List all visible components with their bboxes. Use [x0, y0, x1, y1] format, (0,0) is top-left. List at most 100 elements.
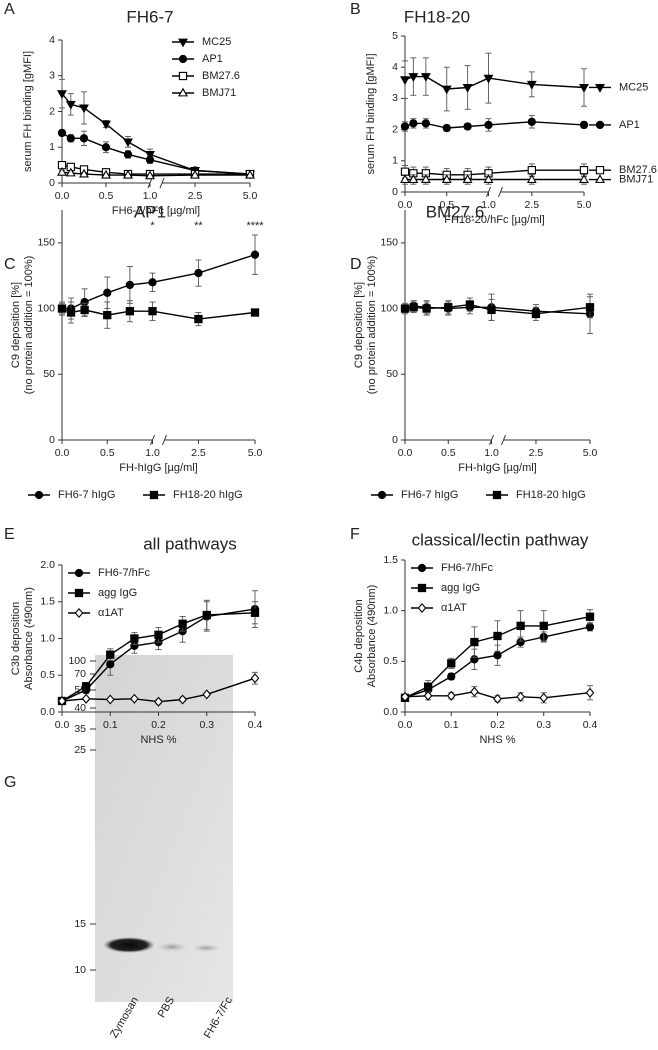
data-point	[81, 682, 91, 691]
series-line	[61, 93, 251, 175]
data-point	[446, 690, 456, 701]
y-tick-label: 100	[37, 302, 55, 314]
data-point	[194, 314, 203, 324]
x-axis-label: NHS %	[140, 734, 176, 746]
x-tick-label: 1.0	[481, 199, 496, 211]
data-point	[148, 278, 157, 287]
legend-marker	[74, 607, 84, 619]
x-tick-label: 0.0	[55, 447, 70, 459]
legend-label: agg IgG	[98, 587, 137, 599]
x-tick-label: 0.2	[151, 719, 166, 731]
legend-marker	[417, 583, 427, 593]
legend-label: BMJ71	[202, 87, 236, 99]
data-point	[154, 630, 163, 639]
x-tick-label: 0.1	[444, 719, 459, 731]
legend-marker	[74, 588, 84, 598]
data-point	[531, 309, 541, 318]
data-point	[148, 307, 157, 316]
x-tick-label: 0.2	[490, 719, 505, 731]
data-point	[57, 695, 67, 707]
y-tick-label: 0	[392, 186, 398, 198]
data-point	[105, 694, 115, 705]
data-point	[470, 637, 479, 647]
data-point	[400, 122, 410, 131]
y-tick-label: 50	[43, 368, 55, 380]
data-point	[470, 686, 479, 697]
data-point	[250, 250, 260, 259]
x-tick-label: 0.1	[103, 719, 118, 731]
data-point	[250, 673, 260, 684]
axis-break	[162, 434, 167, 446]
y-tick-label: 1.0	[383, 604, 398, 616]
data-point	[442, 123, 451, 133]
x-tick-label: 0.0	[398, 199, 413, 211]
legend-marker	[178, 38, 188, 48]
chart-title: FH6-7	[126, 7, 173, 26]
y-axis-label: (no protein addition = 100%)	[366, 256, 378, 395]
legend-marker	[178, 54, 188, 64]
y-tick-label: 0	[49, 434, 55, 446]
data-point	[493, 631, 502, 641]
legend-label: FH6-7/hFc	[441, 562, 493, 574]
x-tick-label: 0.5	[439, 199, 454, 211]
series-line	[61, 132, 251, 175]
legend-label: BM27.6	[619, 164, 657, 176]
x-tick-label: 1.0	[145, 447, 160, 459]
legend-marker	[178, 87, 188, 97]
panel-label: G	[4, 774, 16, 791]
data-point	[420, 174, 431, 183]
data-point	[57, 304, 67, 313]
axis-break	[501, 434, 506, 446]
data-point	[409, 303, 418, 312]
data-point	[57, 90, 67, 99]
y-tick-label: 2	[392, 123, 398, 135]
legend-marker	[595, 174, 605, 183]
ladder-label: 40	[74, 702, 86, 714]
gel-band	[156, 942, 188, 952]
significance-label: *	[150, 220, 155, 232]
data-point	[423, 690, 433, 701]
data-point	[526, 80, 537, 90]
legend-label: MC25	[202, 36, 231, 48]
data-point	[79, 134, 89, 143]
data-point	[123, 150, 133, 159]
y-tick-label: 4	[392, 61, 398, 73]
x-tick-label: 0.4	[248, 719, 263, 731]
data-point	[400, 691, 410, 702]
data-point	[101, 169, 111, 179]
data-point	[579, 174, 589, 183]
x-tick-label: 5.0	[248, 447, 263, 459]
legend-marker	[595, 166, 605, 175]
y-tick-label: 0	[392, 434, 398, 446]
legend-marker	[417, 563, 427, 573]
legend-label: FH6-7 hIgG	[58, 489, 115, 501]
y-tick-label: 5	[392, 30, 398, 42]
data-point	[125, 307, 135, 316]
y-tick-label: 3	[49, 70, 55, 82]
y-axis-label: C4b deposition	[353, 599, 365, 672]
legend-label: FH18-20 hIgG	[173, 489, 243, 501]
data-point	[65, 167, 76, 177]
significance-label: ****	[246, 220, 264, 232]
data-point	[539, 692, 549, 703]
legend-marker	[178, 71, 188, 81]
gel-image	[95, 655, 233, 1002]
panel-label: F	[350, 526, 360, 543]
y-tick-label: 150	[37, 237, 55, 249]
x-axis-label: FH-hIgG [µg/ml]	[458, 462, 536, 474]
data-point	[422, 304, 431, 313]
data-point	[585, 622, 595, 632]
gel-band	[103, 937, 155, 953]
legend-marker	[377, 490, 387, 500]
axis-break	[159, 177, 165, 189]
gel-band	[191, 944, 221, 952]
data-point	[57, 166, 67, 176]
x-tick-label: 1.0	[484, 447, 499, 459]
data-point	[57, 128, 67, 138]
x-tick-label: 0.4	[583, 719, 598, 731]
y-axis-label: serum FH binding [gMFI]	[365, 53, 377, 174]
y-tick-label: 0.5	[40, 669, 55, 681]
data-point	[447, 672, 456, 681]
data-point	[527, 117, 536, 126]
